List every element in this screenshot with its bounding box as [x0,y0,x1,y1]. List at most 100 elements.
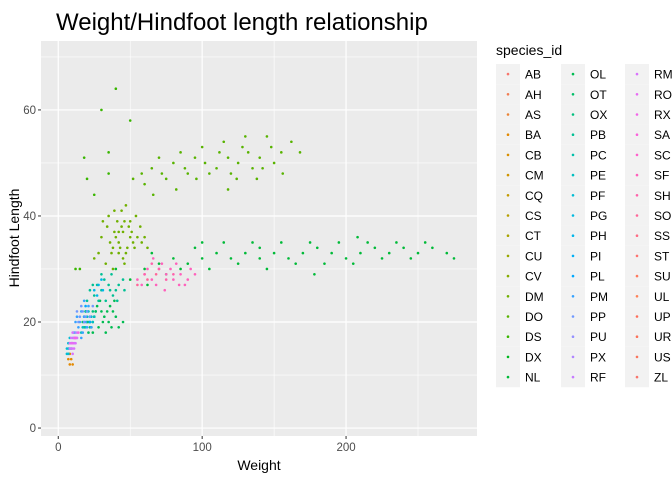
data-point-nl [366,241,369,244]
data-point-do [179,151,182,154]
legend-swatch [571,133,575,136]
data-point-nl [387,251,391,255]
data-point-dm [113,230,116,234]
data-point-pp [84,315,87,319]
data-point-nl [258,246,262,250]
legend-item-pf: PF [561,185,605,206]
legend-swatch [506,355,510,359]
data-point-pf [65,347,69,350]
data-point-do [195,177,198,181]
legend-label: SF [654,169,669,183]
legend-label: UP [654,310,671,324]
data-point-do [226,188,230,191]
data-point-nl [222,241,226,244]
legend-label: SH [654,189,671,203]
data-point-do [215,166,218,170]
legend-label: ST [654,249,670,263]
legend-label: RX [654,108,671,122]
legend-label: PM [590,290,608,304]
data-point-dm [121,230,125,234]
data-point-pp [75,310,79,313]
legend-item-ab: AB [496,64,541,85]
legend-swatch [506,315,510,318]
data-point-pl [84,304,87,308]
data-point-sf [186,278,190,281]
legend-swatch [635,355,639,359]
data-point-pe [92,315,96,319]
legend-label: SA [654,128,670,142]
legend-swatch [635,133,639,136]
data-point-dm [146,246,149,250]
legend-item-pg: PG [561,205,607,226]
data-point-do [255,177,259,181]
legend-label: CM [525,169,544,183]
axis-ticks: 0 100 200 0 20 40 60 [23,105,355,454]
data-point-ds [82,156,86,159]
data-point-sh [150,262,154,265]
data-point-do [261,166,264,170]
data-point-sf [136,278,139,281]
data-point-nl [344,257,348,260]
data-point-ol [103,315,106,319]
data-point-dm [128,235,132,239]
data-point-ol [113,299,116,303]
legend-item-cu: CU [496,245,542,266]
data-point-do [290,140,293,144]
data-point-ol [110,326,113,329]
legend-swatch [571,335,575,339]
data-point-rm [69,336,73,340]
data-point-dm [110,251,113,255]
legend-item-ph: PH [561,225,607,246]
legend-item-pb: PB [561,124,606,145]
data-point-pp [88,315,92,319]
data-point-pb [123,288,126,292]
data-point-ol [108,304,112,308]
legend-item-pm: PM [561,286,608,307]
data-point-nl [373,246,377,250]
legend-label: OL [590,68,606,82]
data-point-nl [150,251,154,255]
data-point-ba [68,363,72,366]
legend-label: PB [590,128,606,142]
data-point-nl [409,257,413,260]
data-point-do [157,156,161,159]
data-point-dm [117,251,121,255]
data-point-dm [134,214,138,218]
data-point-nl [265,267,269,271]
legend-label: BA [525,128,541,142]
legend-label: PE [590,169,606,183]
data-point-ol [104,331,108,334]
data-point-do [236,161,240,165]
data-point-pm [85,326,89,329]
data-point-do [272,161,276,165]
data-point-ox [91,310,95,313]
x-tick-label: 200 [336,442,355,454]
legend-swatch [571,173,575,177]
data-point-pp [91,304,95,308]
data-point-pm [74,320,77,324]
legend-swatch [506,113,510,116]
legend-label: RO [654,88,672,102]
data-point-nl [308,241,312,244]
data-point-pb [114,288,118,292]
data-point-sh [172,272,175,276]
data-point-pb [88,288,92,292]
data-point-pm [77,326,80,329]
data-point-ol [111,310,115,313]
data-point-do [265,135,269,138]
legend-item-pi: PI [561,245,601,266]
legend-label: PU [590,330,607,344]
data-point-do [131,177,135,181]
legend-item-cm: CM [496,165,544,186]
data-point-pb [107,283,110,287]
data-point-sf [177,283,181,287]
data-point-dm [108,241,112,244]
data-point-sf [193,272,197,276]
legend-item-dm: DM [496,286,544,307]
legend-label: DO [525,310,543,324]
data-point-dm [128,219,132,223]
data-point-dm [101,219,105,223]
data-point-nl [294,262,297,265]
data-point-pb [92,294,96,297]
data-point-nl [157,262,161,265]
